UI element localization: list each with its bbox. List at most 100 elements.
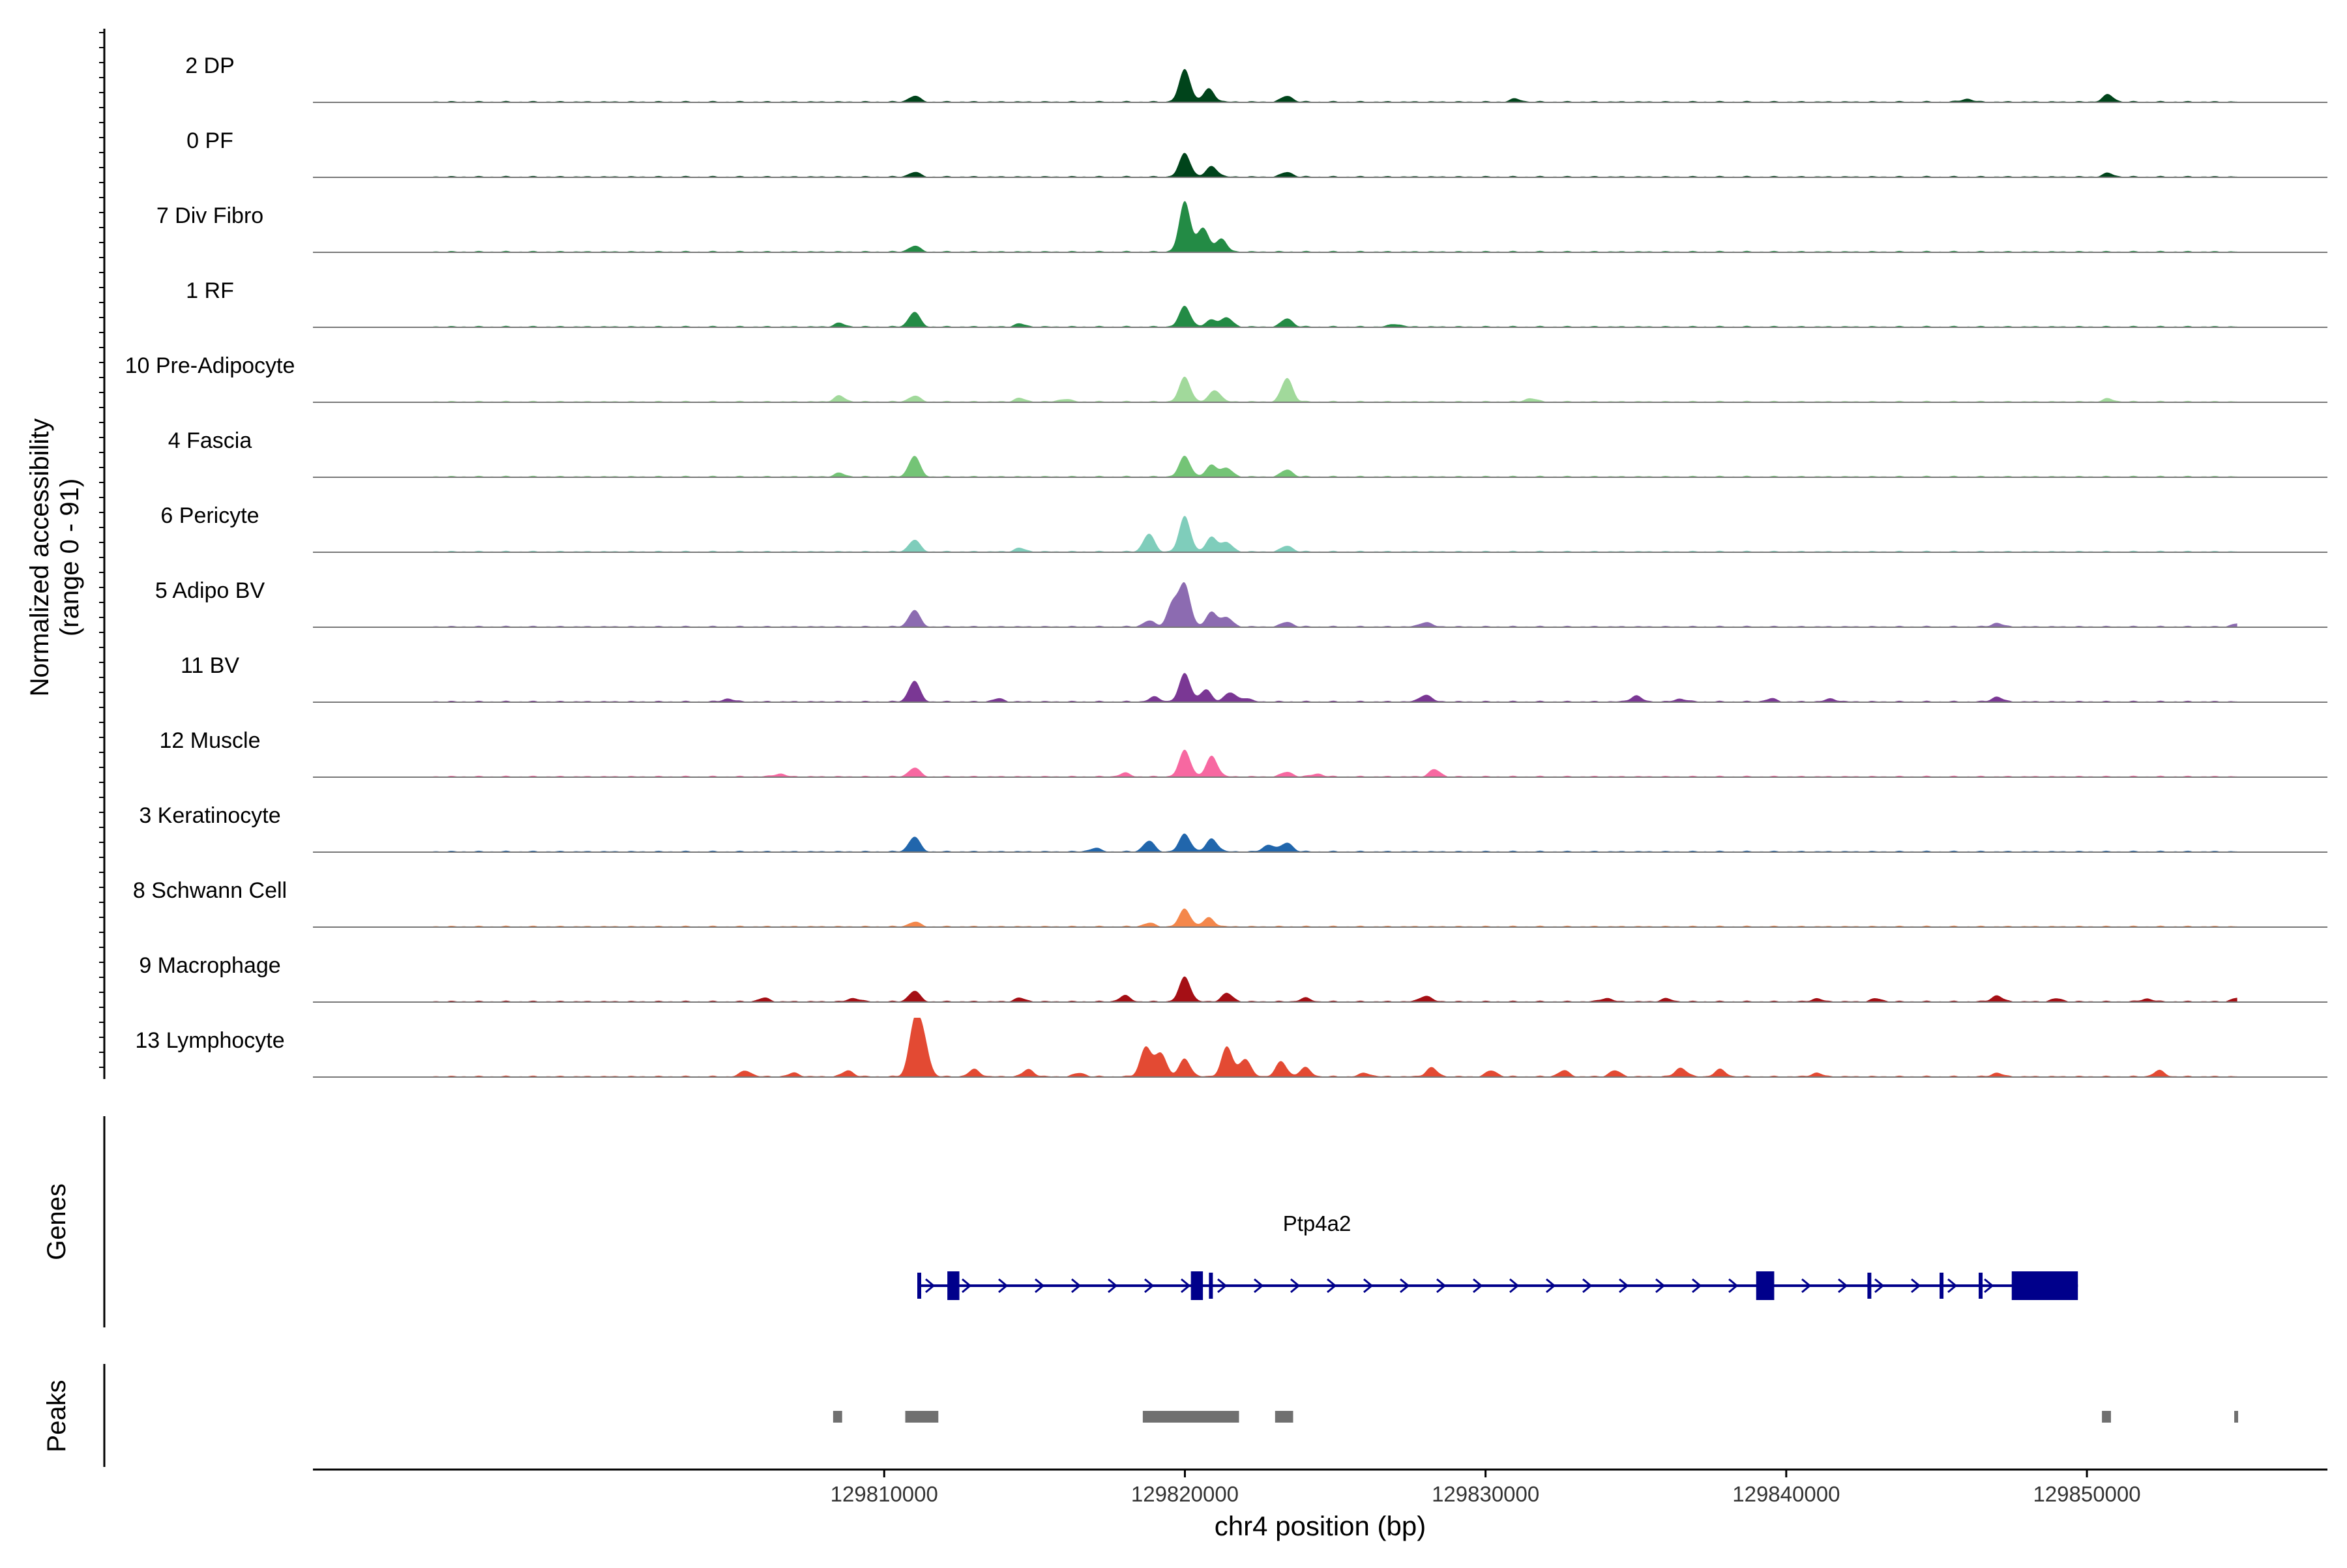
- track-3: 1 RF: [186, 278, 2327, 328]
- strand-arrow: [1801, 1278, 1812, 1294]
- strand-arrow: [1947, 1278, 1958, 1294]
- track-area: [433, 673, 2237, 702]
- track-label: 7 Div Fibro: [156, 203, 263, 228]
- x-tick-label: 129840000: [1732, 1482, 1840, 1506]
- peak-regions: [833, 1411, 2239, 1423]
- peaks-panel-label: Peaks: [42, 1380, 71, 1452]
- x-axis-label: chr4 position (bp): [1215, 1511, 1426, 1541]
- track-area: [433, 749, 2237, 777]
- strand-arrow: [1509, 1278, 1520, 1294]
- strand-arrow: [1984, 1278, 1994, 1294]
- gene-exon: [2011, 1271, 2078, 1300]
- gene-exon: [1756, 1271, 1775, 1300]
- y-axis-label-line2: (range 0 - 91): [55, 479, 84, 636]
- strand-arrow: [1655, 1278, 1666, 1294]
- strand-arrow: [1728, 1278, 1739, 1294]
- strand-arrow: [925, 1278, 936, 1294]
- track-area: [433, 1018, 2237, 1077]
- track-label: 6 Pericyte: [160, 503, 259, 528]
- strand-arrow: [1035, 1278, 1045, 1294]
- track-area: [433, 516, 2237, 552]
- tracks-layer: 2 DP 0 PF 7 Div Fibro 1 RF 10 Pre-Adipocyte 4…: [125, 53, 2327, 1078]
- x-tick-label: 129830000: [1432, 1482, 1539, 1506]
- y-axis-ticks: [99, 32, 104, 1068]
- genes-panel-label: Genes: [42, 1183, 71, 1260]
- peak-region: [1275, 1411, 1293, 1423]
- track-10: 3 Keratinocyte: [139, 803, 2327, 853]
- track-area: [433, 201, 2237, 252]
- track-9: 12 Muscle: [160, 728, 2327, 778]
- peak-region: [1142, 1411, 1239, 1423]
- track-area: [433, 833, 2237, 852]
- peak-region: [905, 1411, 939, 1423]
- track-7: 5 Adipo BV: [155, 578, 2327, 628]
- strand-arrow: [1144, 1278, 1155, 1294]
- track-area: [433, 582, 2237, 627]
- track-area: [433, 976, 2237, 1002]
- track-1: 0 PF: [186, 128, 2327, 178]
- strand-arrow: [1874, 1278, 1885, 1294]
- track-area: [433, 456, 2237, 477]
- track-label: 12 Muscle: [160, 728, 261, 753]
- strand-arrow: [1254, 1278, 1264, 1294]
- x-tick-label: 129850000: [2033, 1482, 2140, 1506]
- strand-arrow: [1217, 1278, 1228, 1294]
- gene-exon: [1940, 1273, 1944, 1299]
- strand-arrow: [1400, 1278, 1410, 1294]
- gene-exon: [1209, 1273, 1213, 1299]
- track-label: 3 Keratinocyte: [139, 803, 280, 828]
- strand-arrow: [1692, 1278, 1702, 1294]
- peak-region: [833, 1411, 842, 1423]
- strand-arrow: [998, 1278, 1009, 1294]
- y-axis-label-line1: Normalized accessibility: [25, 419, 54, 697]
- track-area: [433, 376, 2237, 402]
- peak-region: [2102, 1411, 2111, 1423]
- track-12: 9 Macrophage: [139, 953, 2327, 1003]
- strand-arrow: [1071, 1278, 1082, 1294]
- track-label: 13 Lymphocyte: [135, 1028, 284, 1053]
- strand-arrow: [1436, 1278, 1447, 1294]
- track-area: [433, 68, 2237, 102]
- track-6: 6 Pericyte: [160, 503, 2327, 553]
- x-axis-ticks: 129810000 129820000 129830000 129840000 1298…: [831, 1470, 2141, 1506]
- strand-arrow: [1327, 1278, 1337, 1294]
- track-label: 8 Schwann Cell: [133, 878, 287, 903]
- track-4: 10 Pre-Adipocyte: [125, 353, 2327, 403]
- gene-exon: [1979, 1273, 1983, 1299]
- track-13: 13 Lymphocyte: [135, 1018, 2327, 1078]
- gene-exon: [1190, 1271, 1203, 1300]
- track-label: 10 Pre-Adipocyte: [125, 353, 295, 378]
- gene-exon: [1867, 1273, 1872, 1299]
- strand-arrow: [1619, 1278, 1629, 1294]
- x-tick-label: 129810000: [831, 1482, 938, 1506]
- track-label: 9 Macrophage: [139, 953, 280, 978]
- strand-arrow: [1582, 1278, 1593, 1294]
- track-label: 5 Adipo BV: [155, 578, 265, 603]
- track-0: 2 DP: [185, 53, 2327, 103]
- strand-arrow: [1108, 1278, 1118, 1294]
- track-label: 4 Fascia: [168, 428, 252, 453]
- track-2: 7 Div Fibro: [156, 201, 2327, 253]
- strand-arrow: [1363, 1278, 1374, 1294]
- track-11: 8 Schwann Cell: [133, 878, 2327, 928]
- track-area: [433, 306, 2237, 327]
- track-area: [433, 153, 2237, 177]
- gene-name-label: Ptp4a2: [1283, 1211, 1351, 1235]
- track-label: 2 DP: [185, 53, 235, 78]
- track-8: 11 BV: [181, 653, 2327, 703]
- strand-arrow: [1838, 1278, 1848, 1294]
- strand-arrow: [962, 1278, 972, 1294]
- gene-exon: [947, 1271, 960, 1300]
- x-tick-label: 129820000: [1131, 1482, 1239, 1506]
- strand-arrow: [1546, 1278, 1556, 1294]
- gene-exon: [917, 1273, 921, 1299]
- strand-arrow: [1181, 1278, 1191, 1294]
- track-label: 0 PF: [186, 128, 233, 153]
- track-area: [433, 908, 2237, 927]
- track-label: 1 RF: [186, 278, 234, 303]
- strand-arrow: [1911, 1278, 1921, 1294]
- strand-arrow: [1473, 1278, 1483, 1294]
- track-label: 11 BV: [181, 653, 239, 678]
